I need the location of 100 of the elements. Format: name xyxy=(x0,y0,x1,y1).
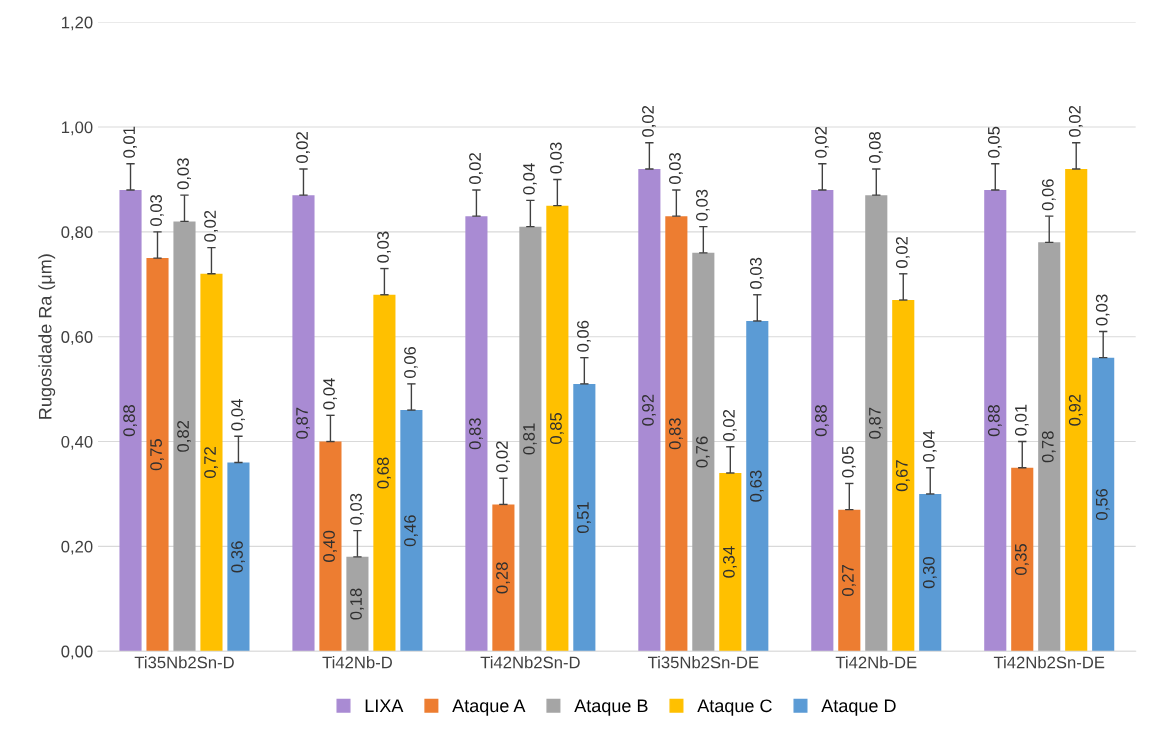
annotation: 0,02 xyxy=(469,153,483,185)
bar xyxy=(719,472,742,652)
annotation: 0,02 xyxy=(496,441,510,473)
data-label: 0,75 xyxy=(150,439,164,471)
bar xyxy=(465,216,488,652)
y-axis-title: Rugosidade Ra (μm) xyxy=(38,254,56,419)
bar xyxy=(573,383,596,652)
bar xyxy=(346,556,369,652)
bar xyxy=(173,221,196,652)
data-label: 0,56 xyxy=(1095,488,1110,520)
data-label: 0,82 xyxy=(177,420,191,452)
y-tick-label: 0,80 xyxy=(61,226,93,241)
annotation: 0,02 xyxy=(642,105,656,137)
bar xyxy=(746,320,769,652)
bar xyxy=(373,294,396,652)
x-tick-label: Ti42Nb-D xyxy=(322,656,392,669)
data-label: 0,85 xyxy=(550,412,564,444)
annotation: 0,03 xyxy=(350,493,364,525)
data-label: 0,18 xyxy=(350,588,364,620)
legend-label: Ataque A xyxy=(452,699,526,716)
annotation: 0,03 xyxy=(1095,294,1110,326)
x-tick-label: Ti42Nb2Sn-D xyxy=(480,656,580,669)
data-label: 0,87 xyxy=(868,407,883,439)
annotation: 0,06 xyxy=(404,346,418,378)
data-label: 0,46 xyxy=(404,515,418,547)
x-tick-label: Ti42Nb2Sn-DE xyxy=(993,656,1105,669)
data-label: 0,92 xyxy=(642,394,656,426)
annotation: 0,04 xyxy=(231,399,245,431)
annotation: 0,06 xyxy=(1041,179,1056,211)
bar xyxy=(200,273,223,652)
bar xyxy=(119,189,142,652)
bar xyxy=(492,504,515,652)
annotation: 0,02 xyxy=(722,409,737,441)
annotation: 0,03 xyxy=(669,152,683,185)
bar xyxy=(227,462,250,652)
annotation: 0,02 xyxy=(895,236,910,268)
bar xyxy=(811,189,834,652)
bar xyxy=(1092,357,1115,652)
data-label: 0,81 xyxy=(523,423,537,455)
annotation: 0,08 xyxy=(868,132,883,164)
annotation: 0,01 xyxy=(1014,404,1029,436)
legend-label: LIXA xyxy=(365,699,404,712)
y-tick-label: 0,40 xyxy=(61,435,93,450)
bar xyxy=(665,216,688,652)
data-label: 0,88 xyxy=(987,405,1002,437)
y-tick-label: 0,00 xyxy=(61,645,93,660)
bar xyxy=(919,493,942,652)
annotation: 0,02 xyxy=(296,132,310,164)
data-label: 0,72 xyxy=(204,447,218,479)
legend-label: Ataque C xyxy=(697,699,772,716)
annotation: 0,06 xyxy=(577,320,591,352)
bar xyxy=(400,410,423,652)
data-label: 0,87 xyxy=(296,407,310,439)
data-label: 0,83 xyxy=(669,418,683,450)
annotation: 0,04 xyxy=(523,163,537,195)
bar xyxy=(638,168,661,652)
bar xyxy=(1065,168,1088,652)
bar xyxy=(292,195,315,652)
annotation: 0,03 xyxy=(377,231,391,263)
x-tick-label: Ti35Nb2Sn-DE xyxy=(647,656,759,669)
x-tick-label: Ti42Nb-DE xyxy=(835,656,917,669)
bar xyxy=(692,252,715,652)
annotation: 0,04 xyxy=(922,430,937,462)
data-label: 0,88 xyxy=(123,405,137,437)
bar xyxy=(1038,242,1061,652)
bar xyxy=(519,226,542,652)
bar xyxy=(546,205,569,652)
data-label: 0,30 xyxy=(922,557,937,589)
data-label: 0,40 xyxy=(323,530,337,562)
bar xyxy=(146,258,169,652)
annotation: 0,02 xyxy=(204,210,218,242)
data-label: 0,83 xyxy=(469,418,483,450)
data-label: 0,35 xyxy=(1014,543,1029,576)
annotation: 0,01 xyxy=(123,126,137,158)
bar xyxy=(838,509,861,652)
data-label: 0,28 xyxy=(496,562,510,594)
data-label: 0,76 xyxy=(696,436,710,468)
y-tick-label: 1,20 xyxy=(61,16,93,31)
bar xyxy=(892,300,915,652)
data-label: 0,51 xyxy=(577,502,591,534)
legend-label: Ataque D xyxy=(821,699,896,716)
bar xyxy=(1011,467,1034,652)
annotation: 0,05 xyxy=(987,126,1002,158)
bar xyxy=(319,441,342,652)
data-label: 0,92 xyxy=(1068,394,1083,426)
data-label: 0,34 xyxy=(722,546,737,578)
data-label: 0,68 xyxy=(377,457,391,489)
y-tick-label: 0,60 xyxy=(61,331,93,345)
annotation: 0,03 xyxy=(749,257,764,289)
data-label: 0,27 xyxy=(841,565,856,596)
annotation: 0,04 xyxy=(323,378,337,410)
data-label: 0,88 xyxy=(814,405,829,437)
data-label: 0,78 xyxy=(1041,431,1056,463)
annotation: 0,02 xyxy=(1068,105,1083,137)
annotation: 0,03 xyxy=(550,142,564,174)
annotation: 0,05 xyxy=(841,446,856,478)
data-label: 0,63 xyxy=(749,470,764,502)
annotation: 0,02 xyxy=(814,126,829,158)
annotation: 0,03 xyxy=(696,189,710,221)
y-tick-label: 1,00 xyxy=(61,121,93,136)
